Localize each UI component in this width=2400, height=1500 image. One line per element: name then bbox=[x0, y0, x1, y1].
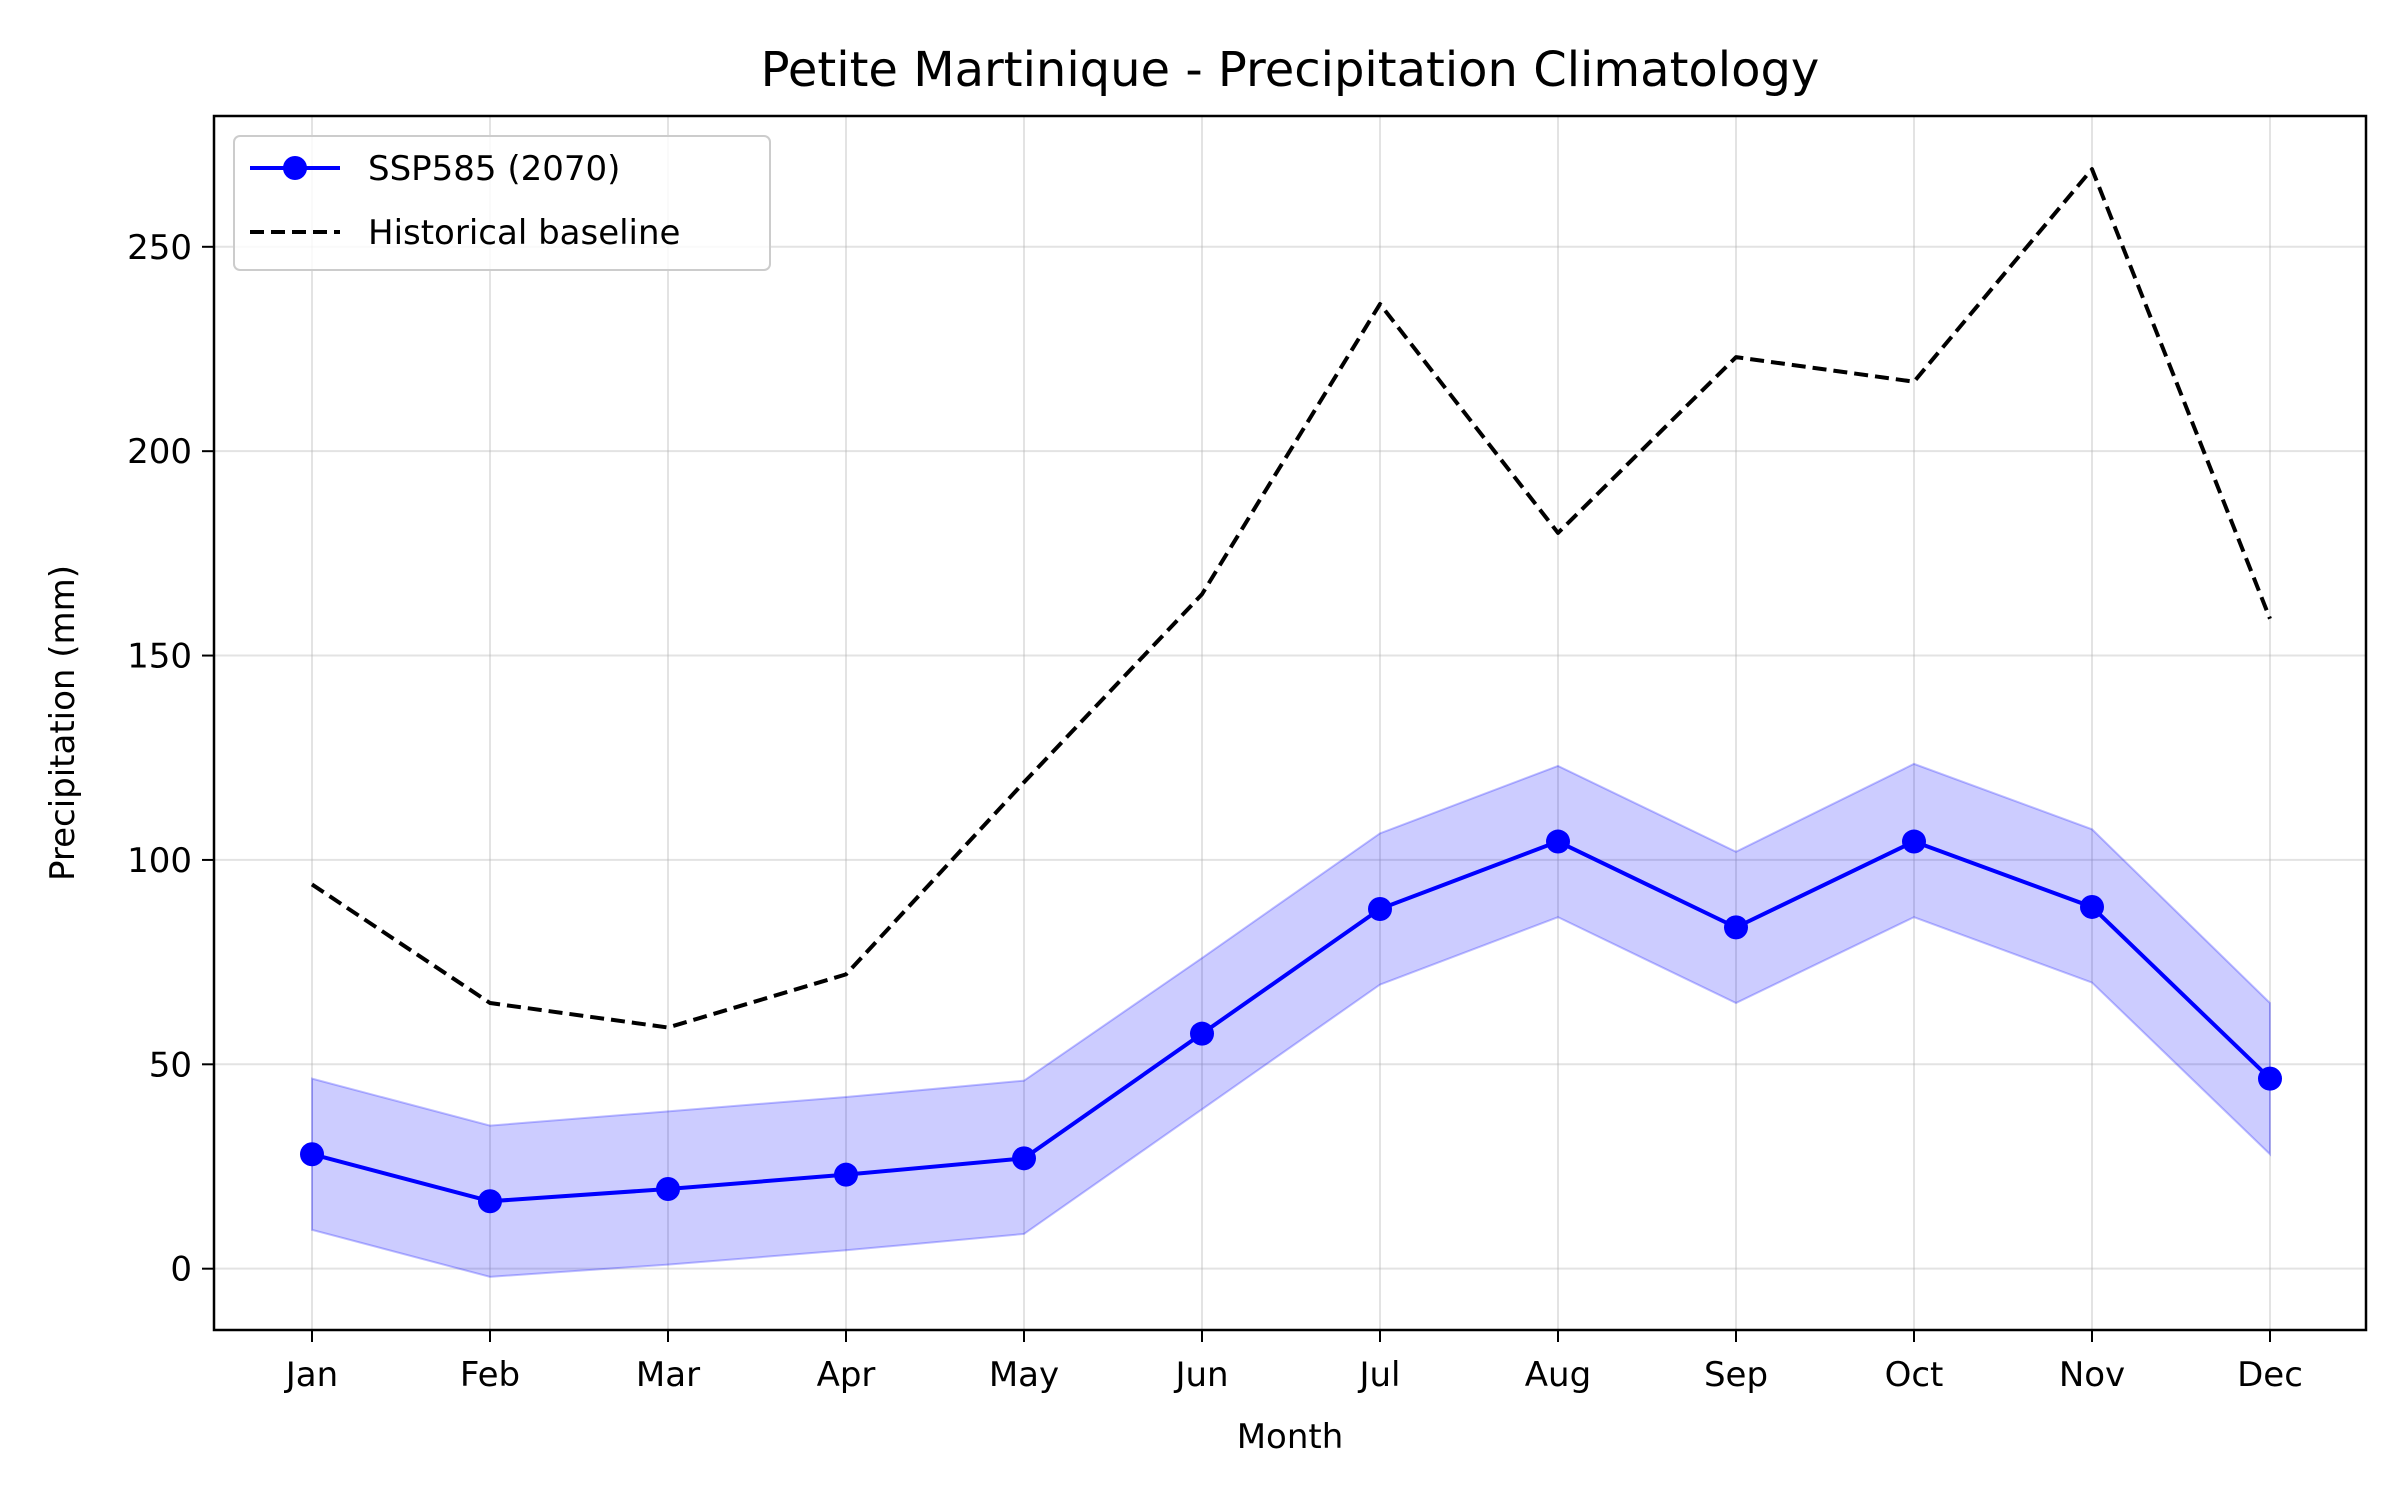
ssp585-data-point bbox=[478, 1189, 502, 1214]
historical-baseline-line bbox=[310, 167, 2272, 1030]
ssp585-data-point bbox=[300, 1142, 324, 1167]
y-tick-label: 100 bbox=[127, 841, 192, 881]
ssp585-data-point bbox=[2080, 894, 2104, 919]
y-tick-label: 50 bbox=[149, 1045, 192, 1085]
uncertainty-band-layer bbox=[311, 762, 2271, 1278]
x-tick-label: Aug bbox=[1525, 1355, 1591, 1395]
legend-label-historical: Historical baseline bbox=[368, 213, 680, 253]
x-tick-label: Jul bbox=[1357, 1355, 1400, 1395]
x-tick-label: May bbox=[989, 1355, 1059, 1395]
x-tick-label: Jun bbox=[1173, 1355, 1228, 1395]
x-tick-label: Mar bbox=[636, 1355, 700, 1395]
ssp585-data-point bbox=[1368, 896, 1392, 921]
x-tick-label: Sep bbox=[1704, 1355, 1768, 1395]
y-tick-label: 150 bbox=[127, 637, 192, 677]
ssp585-data-point bbox=[834, 1162, 858, 1187]
y-tick-label: 200 bbox=[127, 432, 192, 472]
legend-label-ssp585: SSP585 (2070) bbox=[368, 149, 620, 189]
ssp585-data-point bbox=[1190, 1021, 1214, 1046]
y-tick-label: 0 bbox=[170, 1250, 192, 1290]
x-axis-label: Month bbox=[1237, 1417, 1344, 1457]
ssp585-data-point bbox=[1902, 829, 1926, 854]
uncertainty-band bbox=[311, 762, 2271, 1278]
x-tick-label: Apr bbox=[817, 1355, 876, 1395]
ssp585-line bbox=[311, 839, 2272, 1204]
ssp585-data-point bbox=[1546, 829, 1570, 854]
y-tick-label: 250 bbox=[127, 228, 192, 268]
ssp585-data-point bbox=[1012, 1146, 1036, 1171]
x-tick-label: Dec bbox=[2237, 1355, 2303, 1395]
x-tick-label: Feb bbox=[460, 1355, 520, 1395]
ssp585-data-point bbox=[2258, 1066, 2282, 1091]
grid bbox=[214, 116, 2366, 1330]
x-tick-label: Jan bbox=[284, 1355, 338, 1395]
ssp585-data-point bbox=[656, 1176, 680, 1201]
legend-box bbox=[233, 135, 771, 271]
plot-frame bbox=[212, 114, 2368, 1332]
y-axis-label: Precipitation (mm) bbox=[43, 565, 83, 881]
ssp585-data-point bbox=[1724, 915, 1748, 940]
series-layer bbox=[300, 167, 2282, 1214]
legend-marker-ssp585 bbox=[283, 156, 307, 180]
x-tick-label: Oct bbox=[1885, 1355, 1944, 1395]
x-tick-label: Nov bbox=[2059, 1355, 2125, 1395]
x-axis-ticks: Jan Feb Mar Apr May Jun Jul Aug Sep Oct Nov Dec bbox=[284, 1330, 2303, 1395]
y-axis-ticks: 0 50 100 150 200 250 bbox=[127, 228, 214, 1290]
chart-title: Petite Martinique - Precipitation Climat… bbox=[761, 42, 1820, 98]
legend: SSP585 (2070) Historical baseline bbox=[233, 135, 771, 271]
